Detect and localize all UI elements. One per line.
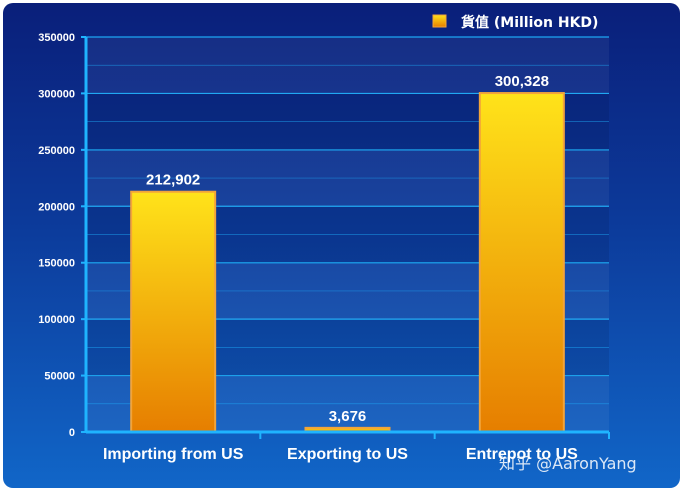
y-tick-label: 300000 bbox=[38, 88, 75, 100]
axes bbox=[81, 36, 610, 439]
y-tick-label: 0 bbox=[69, 427, 75, 439]
y-tick-label: 50000 bbox=[44, 371, 75, 383]
bar-0 bbox=[130, 190, 217, 433]
legend: 貨值 (Million HKD) bbox=[432, 14, 598, 31]
category-label: Entrepot to US bbox=[466, 446, 578, 463]
y-tick-label: 250000 bbox=[38, 145, 75, 157]
legend-label: 貨值 (Million HKD) bbox=[460, 14, 598, 31]
y-tick-label: 100000 bbox=[38, 314, 75, 326]
y-tick-label: 150000 bbox=[38, 258, 75, 270]
labels: 0 50000 100000 150000 200000 250000 300000 3500… bbox=[38, 32, 578, 463]
y-tick-label: 350000 bbox=[38, 32, 75, 44]
y-tick-label: 200000 bbox=[38, 201, 75, 213]
watermark: 知乎 @AaronYang bbox=[499, 454, 637, 473]
bars bbox=[130, 92, 565, 434]
data-label: 212,902 bbox=[146, 172, 200, 189]
bar-2 bbox=[478, 92, 565, 433]
bar-chart: 0 50000 100000 150000 200000 250000 300000 3500… bbox=[38, 14, 637, 473]
legend-swatch bbox=[432, 14, 447, 28]
data-label: 3,676 bbox=[329, 408, 367, 425]
category-label: Importing from US bbox=[103, 446, 244, 463]
chart-frame: 0 50000 100000 150000 200000 250000 300000 3500… bbox=[3, 3, 680, 488]
category-label: Exporting to US bbox=[287, 446, 408, 463]
data-label: 300,328 bbox=[495, 73, 549, 90]
